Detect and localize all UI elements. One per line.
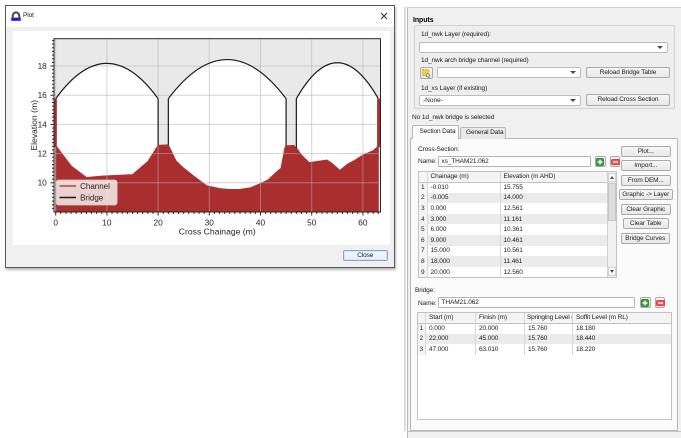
svg-text:50: 50	[307, 218, 317, 228]
svg-text:40: 40	[256, 218, 266, 228]
svg-text:10: 10	[38, 178, 48, 188]
svg-text:30: 30	[205, 218, 215, 228]
svg-text:10: 10	[102, 218, 112, 228]
svg-text:18: 18	[38, 61, 48, 71]
svg-text:60: 60	[358, 218, 368, 228]
svg-text:16: 16	[38, 90, 48, 100]
svg-text:Channel: Channel	[80, 182, 110, 191]
svg-text:Bridge: Bridge	[80, 193, 104, 202]
svg-text:0: 0	[53, 218, 58, 228]
svg-text:12: 12	[38, 149, 48, 159]
svg-text:20: 20	[153, 218, 163, 228]
svg-text:14: 14	[38, 119, 48, 129]
svg-text:Elevation (m): Elevation (m)	[29, 100, 39, 151]
svg-text:Cross Chainage (m): Cross Chainage (m)	[179, 227, 256, 237]
